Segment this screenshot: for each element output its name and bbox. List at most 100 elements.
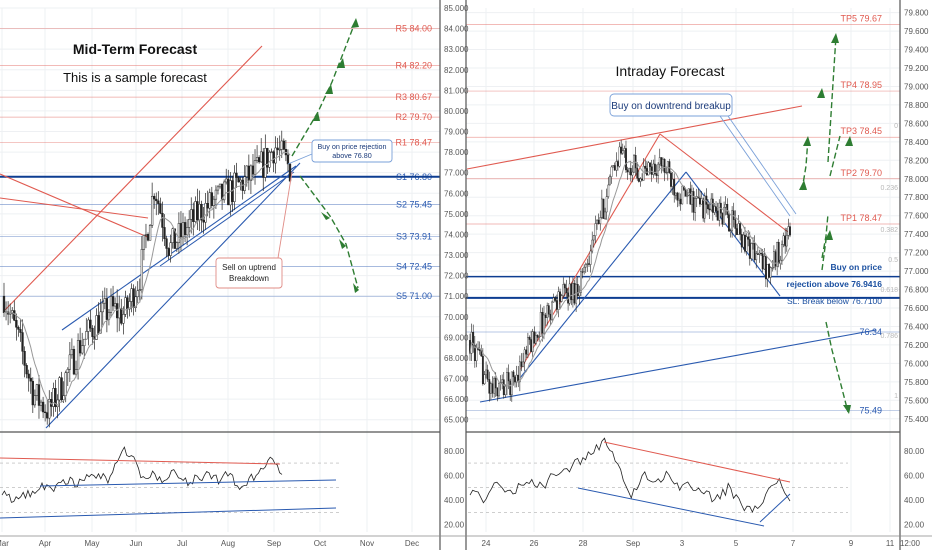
right-sl-note: SL: Break below 76.7100: [787, 296, 882, 306]
right-x-axis: 24 26 28 Sep 3 5 7 9 11 12:00: [482, 539, 921, 548]
right-x-tick: 3: [680, 539, 685, 548]
right-levels: TP5 79.67 TP4 78.95 TP3 78.45 TP2 79.70 TP1 …: [466, 14, 900, 415]
right-buy-note-line-2: rejection above 76.9416: [787, 279, 883, 289]
left-y-tick: 67.000: [444, 375, 469, 384]
fib-label: 0.382: [880, 227, 898, 234]
right-x-tick: 5: [734, 539, 739, 548]
right-forecast-arrows: [801, 35, 849, 413]
left-y-axis: 85.000 84.000 83.000 82.000 81.000 80.000 79.0…: [444, 4, 469, 425]
left-x-tick: Nov: [360, 539, 374, 548]
left-y-tick: 72.000: [444, 272, 469, 281]
right-breakup-note: Buy on downtrend breakup: [611, 101, 731, 112]
left-buy-note-line-1: Buy on price rejection: [317, 142, 386, 151]
right-oscillator: [468, 437, 848, 527]
left-y-tick: 73.000: [444, 251, 469, 260]
left-x-axis: Mar Apr May Jun Jul Aug Sep Oct Nov Dec: [0, 539, 419, 548]
oscillator-tick: 20.00: [904, 521, 925, 530]
left-oscillator-support-2: [0, 507, 337, 519]
oscillator-tick: 40.00: [904, 496, 925, 505]
right-y-tick: 78.000: [904, 175, 929, 184]
right-x-tick: 28: [579, 539, 588, 548]
right-y-tick: 75.600: [904, 396, 929, 405]
right-y-tick: 79.000: [904, 82, 929, 91]
left-x-tick: Oct: [314, 539, 327, 548]
left-x-tick: Jul: [177, 539, 187, 548]
fib-label: 0.236: [880, 185, 898, 192]
right-x-tick: 24: [482, 539, 491, 548]
right-x-tick: 26: [530, 539, 539, 548]
oscillator-tick: 80.00: [444, 447, 465, 456]
right-x-tick: 9: [849, 539, 854, 548]
left-level-label: S5 71.00: [396, 291, 432, 301]
right-y-tick: 78.800: [904, 101, 929, 110]
left-x-tick: Sep: [267, 539, 282, 548]
right-y-tick: 78.600: [904, 119, 929, 128]
right-y-tick: 77.200: [904, 249, 929, 258]
right-y-tick: 79.600: [904, 27, 929, 36]
right-x-tick: 7: [791, 539, 796, 548]
right-oscillator-resistance: [603, 441, 791, 483]
right-y-tick: 77.800: [904, 193, 929, 202]
left-oscillator-resistance: [0, 457, 281, 465]
fib-label: 0.618: [880, 287, 898, 294]
right-breakup-callout: Buy on downtrend breakup: [609, 93, 797, 217]
left-level-label: S4 72.45: [396, 261, 432, 271]
right-title: Intraday Forecast: [616, 63, 725, 79]
left-oscillator-support: [39, 479, 337, 487]
right-moving-average: [469, 161, 791, 388]
left-subtitle: This is a sample forecast: [63, 70, 207, 85]
left-buy-note-line-2: above 76.80: [332, 151, 372, 160]
right-y-tick: 77.000: [904, 267, 929, 276]
right-oscillator-support: [577, 487, 765, 527]
left-level-label: S3 73.91: [396, 231, 432, 241]
left-moving-average: [3, 151, 291, 406]
left-y-tick: 74.000: [444, 230, 469, 239]
oscillator-tick: 60.00: [444, 471, 465, 480]
right-y-tick: 79.400: [904, 46, 929, 55]
left-sell-callout: Sell on uptrend Breakdown: [215, 171, 293, 289]
left-oscillator-axis: 80.00 60.00 40.00 20.00: [444, 447, 465, 530]
right-y-tick: 75.400: [904, 415, 929, 424]
left-y-tick: 77.000: [444, 169, 469, 178]
left-y-tick: 66.000: [444, 395, 469, 404]
right-y-tick: 79.200: [904, 64, 929, 73]
left-x-tick: Apr: [39, 539, 52, 548]
right-x-tick: 12:00: [900, 539, 921, 548]
right-x-tick: 11: [886, 539, 895, 548]
right-y-tick: 78.400: [904, 138, 929, 147]
right-support-label: 75.49: [859, 405, 882, 415]
oscillator-tick: 80.00: [904, 447, 925, 456]
left-y-tick: 69.000: [444, 333, 469, 342]
right-level-label: TP4 78.95: [840, 80, 882, 90]
left-y-tick: 85.000: [444, 4, 469, 13]
right-level-label: TP5 79.67: [840, 14, 882, 24]
right-y-tick: 76.600: [904, 304, 929, 313]
left-y-tick: 79.000: [444, 128, 469, 137]
right-y-axis: 79.800 79.600 79.400 79.200 79.000 78.800 78.6…: [904, 9, 929, 424]
right-buy-note-line-1: Buy on price: [831, 262, 883, 272]
right-y-tick: 76.800: [904, 286, 929, 295]
left-levels: R5 84.00 R4 82.20 R3 80.67 R2 79.70 R1 78.47…: [0, 24, 440, 301]
left-x-tick: Dec: [405, 539, 419, 548]
left-arrow-heads: [312, 18, 359, 293]
fib-label: 0: [894, 123, 898, 130]
left-sell-note-line-2: Breakdown: [229, 274, 269, 283]
left-buy-callout: Buy on price rejection above 76.80: [287, 139, 393, 165]
oscillator-tick: 60.00: [904, 471, 925, 480]
right-x-tick: Sep: [626, 539, 641, 548]
right-y-tick: 76.000: [904, 359, 929, 368]
right-candles: [469, 139, 791, 402]
left-x-tick: Jun: [130, 539, 143, 548]
right-level-label: TP2 79.70: [840, 168, 882, 178]
right-y-tick: 76.400: [904, 322, 929, 331]
left-title: Mid-Term Forecast: [73, 41, 198, 57]
left-sell-note-line-1: Sell on uptrend: [222, 263, 276, 272]
right-y-tick: 76.200: [904, 341, 929, 350]
left-x-tick: May: [84, 539, 99, 548]
right-y-tick: 77.400: [904, 230, 929, 239]
left-forecast-arrows: [291, 19, 359, 289]
left-y-tick: 81.000: [444, 86, 469, 95]
left-y-tick: 71.000: [444, 292, 469, 301]
right-arrow-heads: [799, 33, 853, 414]
